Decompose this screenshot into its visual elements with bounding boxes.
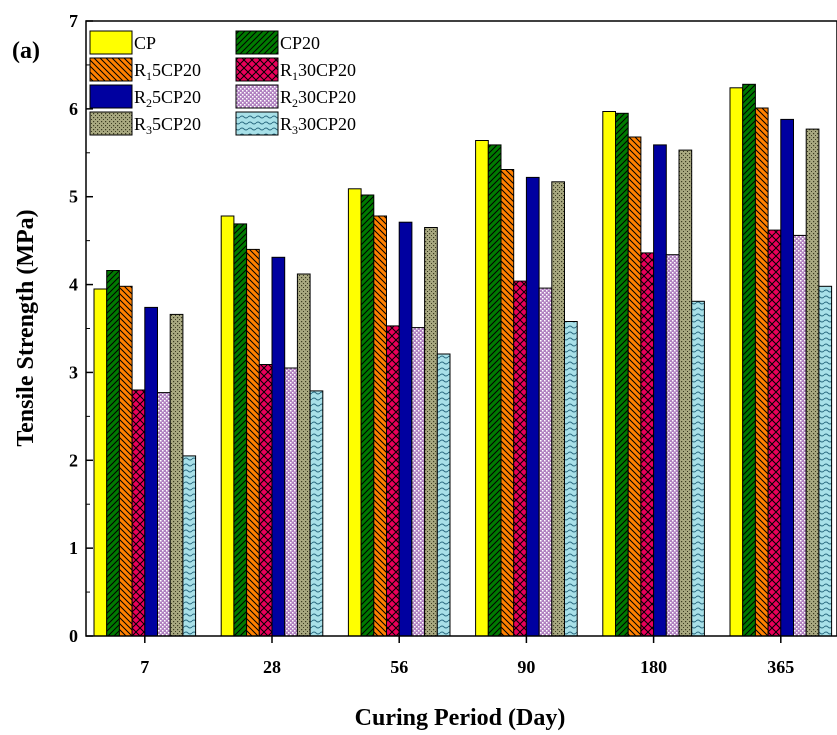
bar-CP20-28 — [233, 223, 248, 637]
bar-R35CP20-28 — [296, 273, 311, 637]
legend-swatch-R130CP20 — [235, 57, 279, 82]
bar-CP-56 — [347, 188, 362, 637]
bar-R15CP20-180 — [627, 136, 642, 637]
bar-R330CP20-7 — [182, 455, 197, 637]
bar-R130CP20-365 — [767, 229, 782, 637]
bar-R35CP20-180 — [678, 149, 693, 637]
legend: CP CP20 R15CP20 R130CP20 R25CP20 R230CP20 R35C… — [89, 30, 356, 137]
bar-R15CP20-7 — [118, 285, 133, 637]
bar-R130CP20-56 — [386, 325, 400, 637]
legend-label-R25CP20: R25CP20 — [134, 87, 201, 110]
bar-R230CP20-365 — [793, 234, 807, 637]
x-tick-label: 7 — [140, 657, 149, 677]
bars-layer — [93, 83, 833, 637]
legend-swatch-CP20 — [235, 30, 279, 55]
bar-CP-7 — [93, 288, 108, 637]
bar-CP20-90 — [487, 144, 502, 637]
bar-R35CP20-7 — [169, 313, 184, 637]
legend-swatch-R35CP20 — [89, 111, 133, 136]
y-tick-label: 0 — [69, 626, 78, 646]
legend-swatch-R330CP20 — [235, 111, 279, 136]
y-tick-label: 1 — [69, 538, 78, 558]
bar-R25CP20-90 — [525, 176, 540, 637]
bar-CP20-365 — [742, 83, 756, 637]
bar-R230CP20-180 — [665, 254, 680, 637]
y-tick-label: 3 — [69, 362, 78, 382]
bar-R15CP20-90 — [500, 169, 515, 637]
legend-label-CP: CP — [134, 33, 156, 53]
bar-R330CP20-56 — [436, 353, 451, 637]
bar-R25CP20-56 — [398, 221, 413, 637]
bar-R230CP20-28 — [284, 367, 298, 637]
bar-R130CP20-90 — [513, 280, 527, 637]
legend-swatch-R15CP20 — [89, 57, 133, 82]
legend-label-R35CP20: R35CP20 — [134, 114, 201, 137]
bar-R130CP20-28 — [258, 364, 273, 637]
bar-R130CP20-180 — [640, 252, 655, 637]
bar-CP-180 — [602, 111, 616, 637]
x-axis-title: Curing Period (Day) — [355, 705, 566, 731]
legend-label-CP20: CP20 — [280, 33, 320, 53]
bar-R35CP20-365 — [805, 128, 820, 637]
y-tick-label: 7 — [69, 11, 78, 31]
bar-CP20-7 — [106, 270, 120, 637]
legend-label-R15CP20: R15CP20 — [134, 60, 201, 83]
x-tick-label: 365 — [767, 657, 794, 677]
x-tick-label: 180 — [640, 657, 667, 677]
y-axis-title: Tensile Strength (MPa) — [13, 209, 39, 446]
y-tick-label: 2 — [69, 450, 78, 470]
legend-label-R230CP20: R230CP20 — [280, 87, 356, 110]
bar-R25CP20-7 — [144, 306, 159, 637]
bar-CP20-56 — [360, 194, 375, 637]
x-tick-label: 28 — [263, 657, 281, 677]
x-tick-label: 90 — [517, 657, 535, 677]
bar-R330CP20-180 — [691, 300, 705, 637]
legend-swatch-R25CP20 — [89, 84, 133, 109]
bar-CP20-180 — [615, 112, 629, 637]
bar-CP-90 — [475, 140, 489, 637]
bar-R330CP20-365 — [818, 285, 833, 637]
legend-swatch-CP — [89, 30, 133, 55]
bar-R330CP20-90 — [564, 321, 578, 637]
bar-R15CP20-365 — [754, 107, 769, 637]
bar-R15CP20-56 — [373, 215, 387, 637]
bar-R15CP20-28 — [246, 248, 260, 637]
bar-R35CP20-56 — [424, 227, 438, 637]
y-tick-label: 5 — [69, 187, 78, 207]
y-tick-label: 6 — [69, 99, 78, 119]
bar-R35CP20-90 — [551, 181, 565, 637]
bar-CP-28 — [220, 215, 235, 637]
y-tick-label: 4 — [69, 275, 78, 295]
legend-label-R330CP20: R330CP20 — [280, 114, 356, 137]
bar-R230CP20-90 — [538, 287, 553, 637]
bar-R230CP20-56 — [411, 327, 426, 637]
legend-swatch-R230CP20 — [235, 84, 279, 109]
x-tick-label: 56 — [390, 657, 408, 677]
bar-R25CP20-28 — [271, 256, 286, 637]
panel-label: (a) — [12, 38, 40, 64]
bar-R25CP20-180 — [653, 144, 667, 637]
bar-R330CP20-28 — [309, 390, 324, 637]
bar-CP-365 — [729, 87, 744, 637]
bar-R230CP20-7 — [157, 392, 171, 637]
legend-label-R130CP20: R130CP20 — [280, 60, 356, 83]
bar-R25CP20-365 — [780, 118, 794, 637]
bar-R130CP20-7 — [131, 389, 146, 637]
